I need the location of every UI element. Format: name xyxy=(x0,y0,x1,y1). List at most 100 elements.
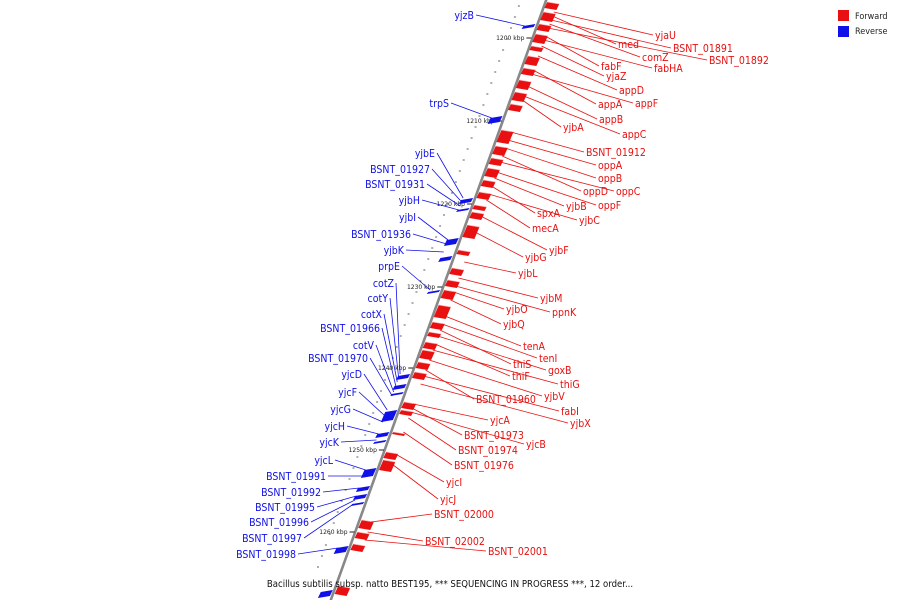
forward-gene-label[interactable]: yjbF xyxy=(549,245,569,257)
reverse-gene-label[interactable]: yjcK xyxy=(319,437,339,449)
forward-gene-label[interactable]: yjaU xyxy=(655,30,676,42)
forward-gene-label[interactable]: yjbG xyxy=(525,252,547,264)
gene-glyph-edge xyxy=(472,211,485,215)
forward-gene-label[interactable]: fabI xyxy=(561,406,579,418)
forward-gene-label[interactable]: oppF xyxy=(598,200,621,212)
reverse-gene-label[interactable]: BSNT_01996 xyxy=(249,517,309,529)
forward-gene-label[interactable]: med xyxy=(618,39,639,51)
forward-gene-label[interactable]: BSNT_02000 xyxy=(434,509,494,521)
reverse-gene-label[interactable]: yjcL xyxy=(314,455,333,467)
reverse-gene-label[interactable]: cotX xyxy=(361,309,383,321)
forward-gene-label[interactable]: yjcB xyxy=(526,439,546,451)
reverse-gene-label[interactable]: BSNT_01992 xyxy=(261,487,321,499)
forward-gene-label[interactable]: yjcI xyxy=(446,477,462,489)
reverse-gene-label[interactable]: yjbH xyxy=(399,195,420,207)
reverse-gene-label[interactable]: cotZ xyxy=(373,278,395,290)
reverse-gene-label[interactable]: BSNT_01936 xyxy=(351,229,411,241)
forward-gene-label[interactable]: yjbM xyxy=(540,293,562,305)
forward-gene-label[interactable]: yjcJ xyxy=(440,494,456,506)
forward-gene-label[interactable]: fabHA xyxy=(654,63,683,75)
reverse-gene-label[interactable]: yjcD xyxy=(341,369,362,381)
reverse-gene-label[interactable]: BSNT_01997 xyxy=(242,533,302,545)
gene-leader-line xyxy=(532,69,597,105)
reverse-gene-label[interactable]: yjbI xyxy=(399,212,416,224)
forward-gene-label[interactable]: ppnK xyxy=(552,307,577,319)
gene-leader-line xyxy=(455,285,551,313)
forward-gene-label[interactable]: thiG xyxy=(560,379,580,391)
reverse-gene-label[interactable]: yjzB xyxy=(454,10,474,22)
forward-gene-label[interactable]: tenA xyxy=(523,341,546,353)
reverse-gene-label[interactable]: trpS xyxy=(429,98,449,110)
reverse-gene-label[interactable]: yjbE xyxy=(415,148,435,160)
forward-gene-label[interactable]: BSNT_01960 xyxy=(476,394,536,406)
gene-leader-line xyxy=(412,233,447,245)
forward-gene-label[interactable]: yjbQ xyxy=(503,319,525,331)
gene-glyph-edge xyxy=(543,11,556,15)
gene-leader-line xyxy=(316,495,357,508)
forward-gene-label[interactable]: goxB xyxy=(548,365,572,377)
reverse-gene-glyph xyxy=(317,590,333,598)
forward-gene-label[interactable]: appF xyxy=(635,98,658,110)
forward-gene-label[interactable]: BSNT_01976 xyxy=(454,460,514,472)
gene-leader-line xyxy=(444,315,522,347)
reverse-gene-label[interactable]: BSNT_01995 xyxy=(255,502,315,514)
forward-gene-label[interactable]: thiF xyxy=(512,371,530,383)
reverse-gene-label[interactable]: yjcF xyxy=(338,387,357,399)
forward-gene-label[interactable]: oppD xyxy=(583,186,608,198)
forward-gene-label[interactable]: yjbC xyxy=(579,215,600,227)
reverse-gene-glyph xyxy=(355,486,371,492)
forward-gene-label[interactable]: fabF xyxy=(601,61,622,73)
forward-gene-label[interactable]: appB xyxy=(599,114,623,126)
gene-leader-line xyxy=(340,439,377,443)
legend-forward-swatch xyxy=(838,10,849,21)
forward-gene-label[interactable]: BSNT_01973 xyxy=(464,430,524,442)
reverse-gene-label[interactable]: yjcH xyxy=(324,421,345,433)
forward-gene-label[interactable]: appC xyxy=(622,129,647,141)
forward-gene-label[interactable]: oppC xyxy=(616,186,641,198)
forward-gene-label[interactable]: yjbX xyxy=(570,418,591,430)
gene-leader-line xyxy=(437,335,547,371)
gene-leader-line xyxy=(383,313,398,383)
forward-gene-label[interactable]: mecA xyxy=(532,223,559,235)
gene-glyph-edge xyxy=(531,45,544,49)
gene-leader-line xyxy=(371,513,433,523)
gene-leader-line xyxy=(486,199,531,229)
forward-gene-glyph xyxy=(540,12,556,22)
forward-gene-label[interactable]: yjbB xyxy=(566,201,587,213)
forward-gene-label[interactable]: BSNT_01892 xyxy=(709,55,769,67)
forward-gene-label[interactable]: oppA xyxy=(598,160,623,172)
reverse-gene-label[interactable]: BSNT_01998 xyxy=(236,549,296,561)
forward-gene-label[interactable]: BSNT_01891 xyxy=(673,43,733,55)
forward-gene-label[interactable]: yjbO xyxy=(506,304,528,316)
forward-gene-label[interactable]: yjaZ xyxy=(606,71,627,83)
reverse-gene-label[interactable]: BSNT_01966 xyxy=(320,323,380,335)
forward-gene-label[interactable]: yjcA xyxy=(490,415,510,427)
reverse-gene-label[interactable]: BSNT_01991 xyxy=(266,471,326,483)
forward-gene-label[interactable]: spxA xyxy=(537,208,561,220)
gene-leader-line xyxy=(543,39,653,69)
reverse-gene-label[interactable]: cotY xyxy=(368,293,389,305)
forward-gene-label[interactable]: comZ xyxy=(642,52,669,64)
forward-gene-label[interactable]: oppB xyxy=(598,173,622,185)
forward-gene-label[interactable]: thiS xyxy=(513,359,531,371)
reverse-gene-label[interactable]: BSNT_01970 xyxy=(308,353,368,365)
forward-gene-label[interactable]: yjbA xyxy=(563,122,584,134)
reverse-gene-label[interactable]: yjcG xyxy=(330,404,351,416)
reverse-gene-label[interactable]: BSNT_01931 xyxy=(365,179,425,191)
forward-gene-label[interactable]: BSNT_01974 xyxy=(458,445,518,457)
forward-gene-label[interactable]: yjbV xyxy=(544,391,565,403)
forward-gene-label[interactable]: BSNT_02001 xyxy=(488,546,548,558)
reverse-gene-label[interactable]: BSNT_01927 xyxy=(370,164,430,176)
forward-gene-label[interactable]: appA xyxy=(598,99,623,111)
reverse-gene-label[interactable]: cotV xyxy=(353,340,375,352)
reverse-gene-label[interactable]: prpE xyxy=(378,261,400,273)
forward-gene-glyph xyxy=(350,544,366,552)
gene-leader-line xyxy=(408,417,457,451)
forward-gene-label[interactable]: yjbL xyxy=(518,268,538,280)
forward-gene-label[interactable]: BSNT_01912 xyxy=(586,147,646,159)
forward-gene-label[interactable]: appD xyxy=(619,85,644,97)
forward-gene-label[interactable]: BSNT_02002 xyxy=(425,536,485,548)
forward-gene-label[interactable]: tenI xyxy=(539,353,557,365)
reverse-gene-label[interactable]: yjbK xyxy=(384,245,405,257)
